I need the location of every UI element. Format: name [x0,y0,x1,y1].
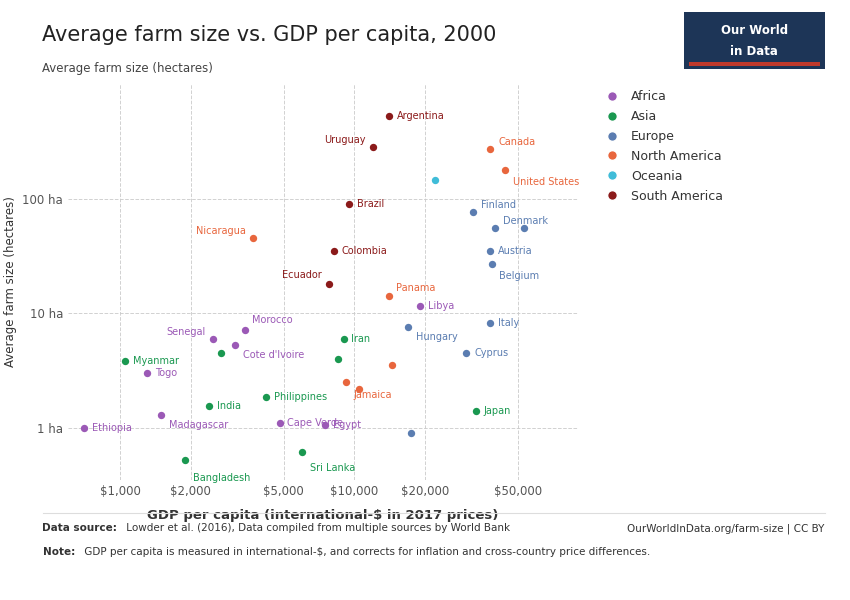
Point [466,208,479,217]
Text: Morocco: Morocco [252,316,293,325]
Text: Egypt: Egypt [333,421,361,430]
X-axis label: GDP per capita (international-$ in 2017 prices): GDP per capita (international-$ in 2017 … [147,509,499,522]
Point [498,165,512,175]
Point [76,423,90,433]
Point [118,356,132,366]
Text: Austria: Austria [498,246,533,256]
Text: Japan: Japan [484,406,511,416]
Point [259,392,273,402]
Text: Average farm size vs. GDP per capita, 2000: Average farm size vs. GDP per capita, 20… [42,25,497,45]
Text: Philippines: Philippines [274,392,327,402]
Point [401,323,415,332]
Point [318,421,332,430]
Text: Note:: Note: [42,547,75,557]
Y-axis label: Average farm size (hectares): Average farm size (hectares) [4,197,17,367]
Point [155,410,168,419]
Point [353,384,366,394]
Point [238,325,252,334]
Text: Lowder et al. (2016), Data compiled from multiple sources by World Bank: Lowder et al. (2016), Data compiled from… [123,523,510,533]
Point [343,199,356,209]
Text: Hungary: Hungary [416,332,458,343]
Text: Brazil: Brazil [357,199,384,209]
Point [518,224,531,233]
Point [484,145,497,154]
Text: Cote d'Ivoire: Cote d'Ivoire [243,350,304,359]
Text: Our World: Our World [721,24,788,37]
Point [428,175,441,185]
Point [413,301,427,311]
Point [178,455,192,465]
Text: Canada: Canada [498,137,536,147]
Text: Cyprus: Cyprus [474,348,508,358]
Point [382,111,395,121]
Text: Average farm size (hectares): Average farm size (hectares) [42,62,213,75]
Point [229,340,242,350]
Text: Jamaica: Jamaica [354,389,392,400]
Point [337,334,350,343]
Text: Sri Lanka: Sri Lanka [310,463,355,473]
Text: India: India [217,401,241,411]
Text: OurWorldInData.org/farm-size | CC BY: OurWorldInData.org/farm-size | CC BY [627,523,824,533]
Text: Uruguay: Uruguay [324,136,366,145]
Text: Ecuador: Ecuador [282,270,321,280]
Text: Colombia: Colombia [342,246,388,256]
Point [382,292,395,301]
Point [246,233,260,243]
Text: Madagascar: Madagascar [169,419,229,430]
Text: Italy: Italy [498,318,519,328]
Text: Ethiopia: Ethiopia [92,423,132,433]
Point [339,377,353,387]
Text: Libya: Libya [428,301,454,311]
Text: GDP per capita is measured in international-$, and corrects for inflation and cr: GDP per capita is measured in internatio… [81,547,650,557]
Point [385,361,399,370]
Text: Cape Verde: Cape Verde [287,418,343,428]
Point [484,246,497,256]
Text: Panama: Panama [396,283,436,293]
Point [484,259,498,269]
Point [322,279,336,289]
Point [296,447,309,457]
Point [140,368,154,378]
Text: Data source:: Data source: [42,523,117,533]
Text: Myanmar: Myanmar [133,356,178,367]
Text: United States: United States [513,177,579,187]
Text: Nicaragua: Nicaragua [196,226,246,236]
Text: Denmark: Denmark [503,217,548,226]
Text: Belgium: Belgium [500,271,540,281]
Point [469,406,483,416]
Point [202,401,216,411]
Text: Finland: Finland [480,200,516,210]
Point [327,246,341,256]
Text: Iran: Iran [351,334,371,344]
Point [331,354,344,364]
Point [489,224,502,233]
Point [366,143,380,152]
Point [405,428,418,438]
Text: Argentina: Argentina [396,110,445,121]
Point [484,318,497,328]
Point [459,348,473,358]
Point [214,348,228,358]
Text: Togo: Togo [155,368,177,378]
Point [207,334,220,343]
Text: Bangladesh: Bangladesh [193,473,251,483]
Legend: Africa, Asia, Europe, North America, Oceania, South America: Africa, Asia, Europe, North America, Oce… [599,90,722,203]
Point [273,418,286,428]
Text: in Data: in Data [730,46,779,58]
Text: Senegal: Senegal [167,326,206,337]
